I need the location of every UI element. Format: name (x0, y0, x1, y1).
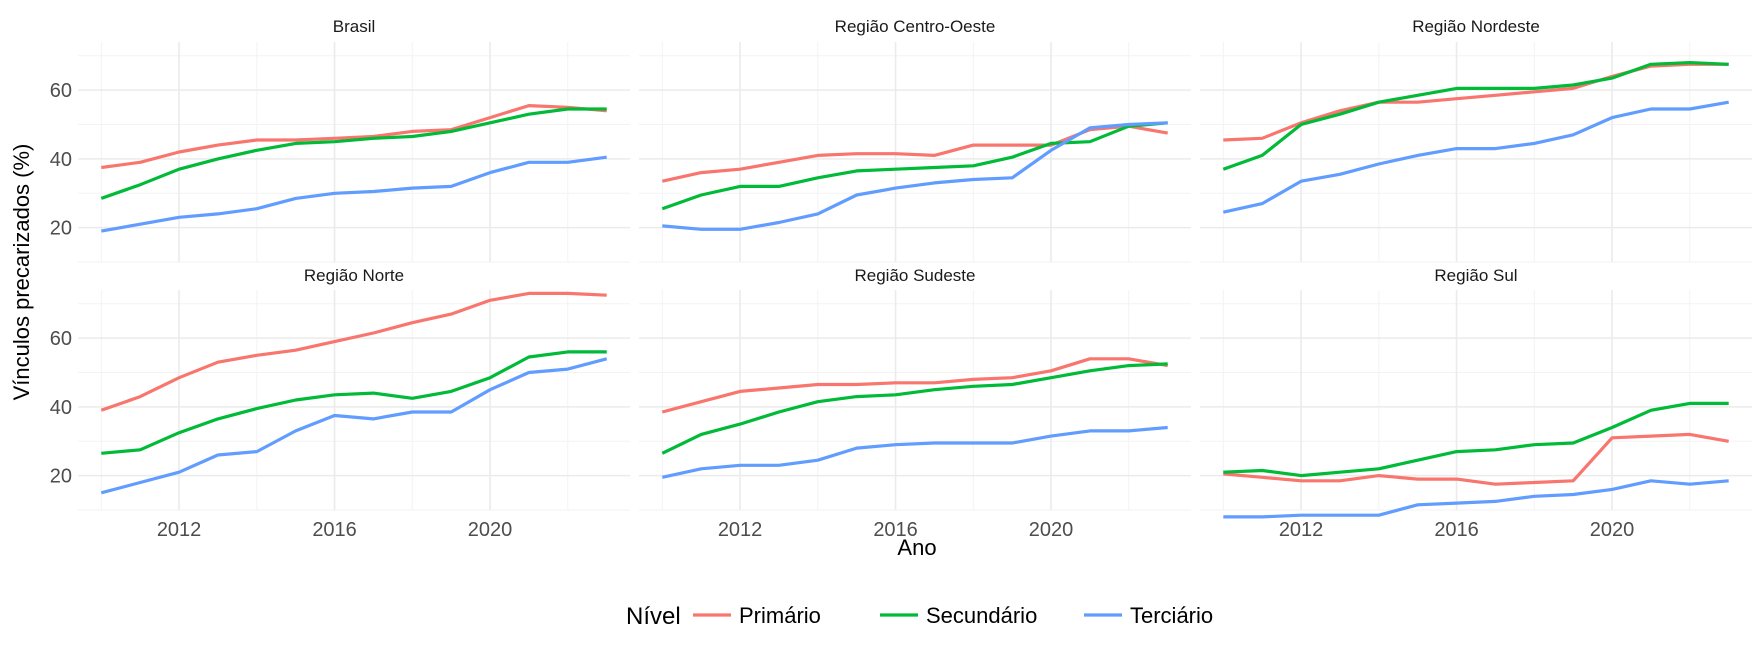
series-line-secundario (100, 107, 607, 200)
series-line-terciario (1223, 479, 1729, 519)
x-tick-label: 2012 (718, 519, 763, 541)
x-tick-label: 2012 (1279, 519, 1324, 541)
series-line-primario (1223, 62, 1729, 142)
series-line-primario (101, 103, 607, 170)
facet-panels: Brasil 20 40 60 Região Centro-Oeste Região No… (50, 17, 1752, 541)
series-line-secundario (101, 350, 607, 455)
x-tick-label: 2020 (1029, 519, 1074, 541)
series-line-primario (661, 124, 1168, 183)
y-tick-label: 60 (50, 80, 72, 102)
panel-regiao-centro-oeste: Região Centro-Oeste (639, 17, 1191, 263)
legend-label-secundario: Secundário (926, 603, 1037, 628)
series-line-terciario (662, 121, 1168, 231)
series-line-terciario (100, 357, 608, 495)
panel-regiao-sudeste: Região Sudeste 2012 2016 2020 (639, 266, 1191, 541)
panel-regiao-norte: Região Norte 20 40 60 2012 2016 2020 (50, 266, 630, 541)
series-line-primario (661, 357, 1168, 414)
panel-title: Região Nordeste (1412, 17, 1540, 36)
x-tick-label: 2020 (1590, 519, 1635, 541)
panel-brasil: Brasil 20 40 60 (50, 17, 630, 263)
series-line-terciario (101, 155, 607, 233)
panel-title: Região Sudeste (855, 266, 976, 285)
legend-label-terciario: Terciário (1130, 603, 1213, 628)
series-line-primario (1223, 432, 1729, 486)
series-line-secundario (661, 362, 1168, 455)
y-axis-title: Vínculos precarizados (%) (9, 144, 34, 401)
x-tick-label: 2020 (468, 519, 513, 541)
series-line-secundario (1222, 60, 1729, 171)
panel-regiao-nordeste: Região Nordeste (1200, 17, 1752, 263)
x-tick-label: 2016 (312, 519, 357, 541)
y-tick-label: 20 (50, 466, 72, 488)
x-axis-title: Ano (897, 535, 936, 560)
y-tick-label: 60 (50, 328, 72, 350)
series-line-terciario (661, 425, 1168, 479)
x-tick-label: 2012 (157, 519, 202, 541)
legend-label-primario: Primário (739, 603, 821, 628)
y-tick-label: 20 (50, 218, 72, 240)
series-line-secundario (1223, 401, 1729, 478)
x-tick-label: 2016 (1434, 519, 1479, 541)
panel-regiao-sul: Região Sul 2012 2016 2020 (1200, 266, 1752, 541)
panel-title: Região Norte (304, 266, 404, 285)
y-tick-label: 40 (50, 149, 72, 171)
legend: Nível Primário Secundário Terciário (626, 603, 1213, 630)
legend-title: Nível (626, 603, 681, 630)
series-line-secundario (661, 121, 1168, 211)
series-line-primario (100, 291, 607, 412)
panel-title: Região Sul (1434, 266, 1517, 285)
series-line-terciario (1222, 100, 1729, 214)
panel-title: Região Centro-Oeste (835, 17, 996, 36)
x-tick-label: 2016 (873, 519, 918, 541)
panel-title: Brasil (333, 17, 376, 36)
y-tick-label: 40 (50, 397, 72, 419)
